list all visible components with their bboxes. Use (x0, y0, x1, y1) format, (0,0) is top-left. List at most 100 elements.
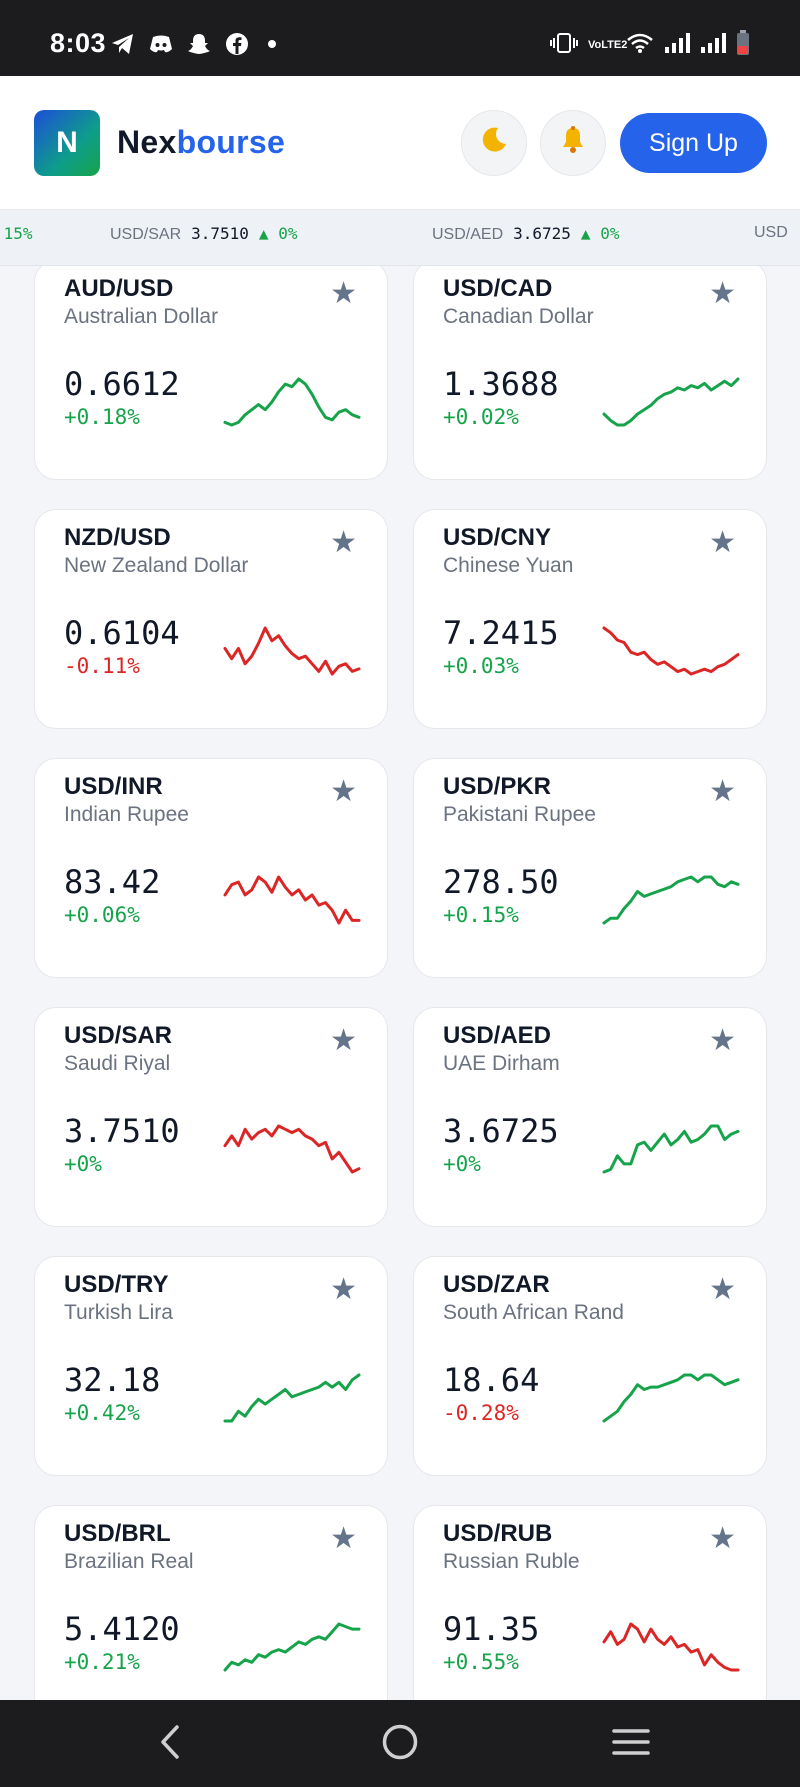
vibrate-icon (550, 32, 578, 59)
star-icon[interactable]: ★ (709, 1273, 736, 1306)
app-header: N Nexbourse Sign Up (0, 76, 800, 210)
currency-name: Canadian Dollar (443, 305, 594, 328)
sparkline-series (602, 626, 740, 676)
rate-change: +0.18% (64, 405, 140, 429)
star-icon[interactable]: ★ (330, 1522, 357, 1555)
theme-toggle-button[interactable] (461, 110, 527, 176)
rate-change: -0.28% (443, 1401, 519, 1425)
pair-symbol: USD/AED (443, 1022, 552, 1049)
currency-name: UAE Dirham (443, 1052, 560, 1075)
ticker-symbol: USD/SAR (110, 226, 182, 243)
brand-name[interactable]: Nexbourse (117, 124, 285, 161)
sparkline-chart (223, 626, 361, 676)
notification-icons (110, 32, 276, 56)
rate-value: 3.6725 (443, 1112, 559, 1150)
pair-symbol: USD/TRY (64, 1271, 169, 1298)
currency-name: Australian Dollar (64, 305, 219, 328)
rate-value: 3.7510 (64, 1112, 180, 1150)
home-icon (381, 1723, 419, 1766)
ticker-item[interactable]: USD (754, 224, 788, 242)
price-ticker: .15% USD/SAR 3.7510 ▲ 0% USD/AED 3.6725 ▲ 0%… (0, 210, 800, 266)
rate-value: 5.4120 (64, 1610, 180, 1648)
rate-change: +0.55% (443, 1650, 519, 1674)
sparkline-chart (223, 1124, 361, 1174)
bell-icon (558, 125, 588, 162)
star-icon[interactable]: ★ (330, 277, 357, 310)
signal-icon (700, 32, 726, 59)
sparkline-chart (223, 1622, 361, 1672)
brand-part-1: Nex (117, 124, 177, 160)
currency-name: Brazilian Real (64, 1550, 194, 1573)
rate-value: 91.35 (443, 1610, 540, 1648)
sparkline-chart (223, 875, 361, 925)
home-button[interactable] (378, 1722, 422, 1766)
sparkline-series (602, 1124, 740, 1174)
currency-card[interactable]: AUD/USD Australian Dollar ★ 0.6612 +0.18% (34, 266, 388, 480)
star-icon[interactable]: ★ (330, 1024, 357, 1057)
currency-card[interactable]: USD/PKR Pakistani Rupee ★ 278.50 +0.15% (413, 758, 767, 978)
pair-symbol: USD/CAD (443, 275, 553, 302)
ticker-change: ▲ 0% (580, 224, 620, 243)
star-icon[interactable]: ★ (330, 526, 357, 559)
currency-card[interactable]: USD/ZAR South African Rand ★ 18.64 -0.28% (413, 1256, 767, 1476)
star-icon[interactable]: ★ (330, 1273, 357, 1306)
rate-change: +0.42% (64, 1401, 140, 1425)
currency-card[interactable]: USD/BRL Brazilian Real ★ 5.4120 +0.21% (34, 1505, 388, 1700)
sparkline-series (223, 1124, 361, 1174)
ticker-change: .15% (0, 224, 33, 243)
rate-value: 83.42 (64, 863, 161, 901)
currency-card[interactable]: USD/RUB Russian Ruble ★ 91.35 +0.55% (413, 1505, 767, 1700)
ticker-change: ▲ 0% (258, 224, 298, 243)
battery-icon (736, 30, 750, 61)
star-icon[interactable]: ★ (330, 775, 357, 808)
sparkline-chart (223, 1373, 361, 1423)
volte-icon: VoLTE2 (588, 39, 628, 51)
currency-card[interactable]: USD/SAR Saudi Riyal ★ 3.7510 +0% (34, 1007, 388, 1227)
ticker-item[interactable]: USD/AED 3.6725 ▲ 0% (432, 224, 619, 244)
currency-card[interactable]: NZD/USD New Zealand Dollar ★ 0.6104 -0.11% (34, 509, 388, 729)
rate-change: +0% (64, 1152, 102, 1176)
currency-card[interactable]: USD/TRY Turkish Lira ★ 32.18 +0.42% (34, 1256, 388, 1476)
currency-card[interactable]: USD/CNY Chinese Yuan ★ 7.2415 +0.03% (413, 509, 767, 729)
recents-button[interactable] (609, 1722, 653, 1766)
sparkline-chart (602, 377, 740, 427)
star-icon[interactable]: ★ (709, 277, 736, 310)
currency-card[interactable]: USD/CAD Canadian Dollar ★ 1.3688 +0.02% (413, 266, 767, 480)
ticker-symbol: USD/AED (432, 226, 504, 243)
sparkline-series (223, 1622, 361, 1672)
pair-symbol: USD/PKR (443, 773, 552, 800)
ticker-item[interactable]: .15% (0, 224, 33, 244)
ticker-item[interactable]: USD/SAR 3.7510 ▲ 0% (110, 224, 297, 244)
rate-value: 278.50 (443, 863, 559, 901)
signal-icon (664, 32, 690, 59)
star-icon[interactable]: ★ (709, 526, 736, 559)
currency-card[interactable]: USD/AED UAE Dirham ★ 3.6725 +0% (413, 1007, 767, 1227)
sparkline-chart (602, 1622, 740, 1672)
telegram-icon (110, 32, 136, 56)
status-time: 8:03 (50, 28, 107, 58)
currency-card[interactable]: USD/INR Indian Rupee ★ 83.42 +0.06% (34, 758, 388, 978)
sparkline-chart (602, 626, 740, 676)
currency-grid: AUD/USD Australian Dollar ★ 0.6612 +0.18% USD… (0, 266, 800, 1700)
ticker-price: 3.6725 (513, 224, 571, 243)
recents-icon (612, 1727, 650, 1762)
back-button[interactable] (148, 1722, 192, 1766)
discord-icon (148, 32, 174, 56)
pair-symbol: USD/INR (64, 773, 163, 800)
rate-change: +0.21% (64, 1650, 140, 1674)
star-icon[interactable]: ★ (709, 1024, 736, 1057)
sparkline-chart (602, 1124, 740, 1174)
rate-value: 0.6612 (64, 365, 180, 403)
rate-value: 18.64 (443, 1361, 540, 1399)
sparkline-series (223, 875, 361, 925)
star-icon[interactable]: ★ (709, 775, 736, 808)
star-icon[interactable]: ★ (709, 1522, 736, 1555)
currency-name: Turkish Lira (64, 1301, 173, 1324)
logo[interactable]: N (34, 110, 100, 176)
sign-up-button[interactable]: Sign Up (620, 113, 767, 173)
rate-change: +0% (443, 1152, 481, 1176)
rate-change: +0.15% (443, 903, 519, 927)
sparkline-series (602, 1373, 740, 1423)
pair-symbol: USD/ZAR (443, 1271, 550, 1298)
notifications-button[interactable] (540, 110, 606, 176)
